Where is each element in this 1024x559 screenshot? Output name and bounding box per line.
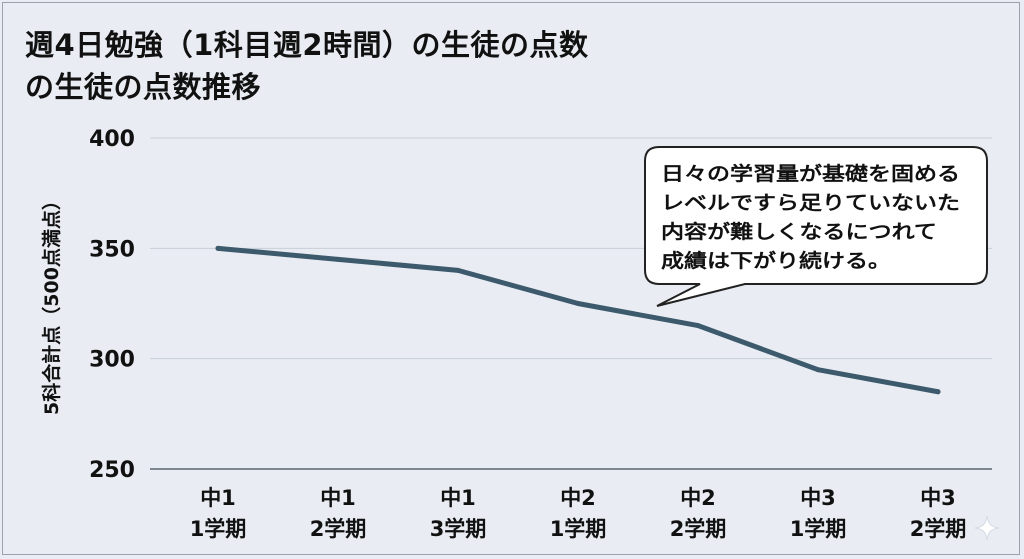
x-tick-label: 1学期: [790, 517, 847, 541]
y-tick-label: 350: [89, 237, 135, 262]
data-point: [215, 245, 221, 251]
x-tick-label: 1学期: [190, 517, 247, 541]
x-tick-label: 3学期: [430, 517, 487, 541]
x-tick-label: 2学期: [670, 517, 727, 541]
chart-title-line-2: の生徒の点数推移: [25, 70, 262, 104]
x-tick-label: 中2: [560, 486, 596, 510]
x-tick-label: 中2: [680, 486, 716, 510]
x-tick-label: 2学期: [910, 517, 967, 541]
data-point: [935, 389, 941, 395]
y-tick-label: 300: [89, 348, 135, 373]
data-point: [335, 256, 341, 262]
annotation-text-line: 成績は下がり続ける。: [661, 249, 891, 272]
data-point: [695, 323, 701, 329]
annotation-text-line: レベルですら足りていないた: [661, 192, 960, 214]
data-point: [815, 367, 821, 373]
annotation-text-line: 日々の学習量が基礎を固める: [661, 162, 960, 185]
data-point: [455, 267, 461, 273]
y-tick-label: 400: [89, 127, 135, 152]
x-tick-label: 中1: [320, 486, 356, 510]
sparkle-icon: [974, 515, 1000, 541]
annotation-callout: [644, 146, 988, 307]
x-tick-label: 1学期: [550, 517, 607, 541]
x-tick-label: 2学期: [310, 517, 367, 541]
y-axis-label: 5科合計点（500点満点）: [40, 191, 63, 415]
x-tick-label: 中1: [440, 486, 476, 510]
x-tick-label: 中1: [200, 486, 236, 510]
x-tick-label: 中3: [920, 486, 956, 510]
x-tick-label: 中3: [800, 486, 836, 510]
annotation-text-line: 内容が難しくなるにつれて: [661, 220, 937, 243]
data-point: [575, 301, 581, 306]
y-tick-label: 250: [89, 458, 135, 483]
chart-title-line-1: 週4日勉強（1科目週2時間）の生徒の点数: [25, 28, 589, 62]
